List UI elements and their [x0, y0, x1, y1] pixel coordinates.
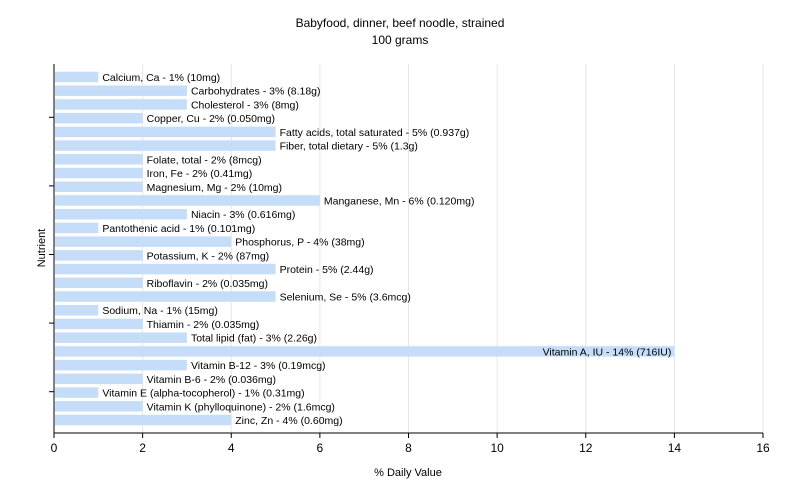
- x-tick-label: 4: [228, 441, 235, 455]
- x-tick-label: 10: [490, 441, 504, 455]
- bar-data-label: Vitamin E (alpha-tocopherol) - 1% (0.31m…: [102, 388, 304, 400]
- bar: [55, 85, 187, 96]
- x-tick-label: 6: [317, 441, 324, 455]
- chart-subtitle: 100 grams: [372, 33, 429, 47]
- x-tick-label: 2: [139, 441, 146, 455]
- x-tick-label: 12: [579, 441, 593, 455]
- bar: [55, 263, 276, 275]
- bar: [55, 140, 276, 151]
- bar: [55, 71, 99, 83]
- x-tick-label: 14: [668, 441, 682, 455]
- bar: [55, 250, 143, 261]
- bar-data-label: Vitamin B-6 - 2% (0.036mg): [147, 374, 276, 386]
- bar-data-label: Zinc, Zn - 4% (0.60mg): [235, 415, 342, 427]
- bar-data-label: Fatty acids, total saturated - 5% (0.937…: [280, 127, 470, 139]
- bar-data-label: Phosphorus, P - 4% (38mg): [235, 237, 364, 249]
- bar: [55, 181, 143, 193]
- bar-labels-group: Calcium, Ca - 1% (10mg) Carbohydrates - 3…: [102, 72, 671, 427]
- axes-group: 0 2 4 6 8 10 12 14 16: [49, 64, 770, 455]
- bar: [55, 112, 143, 124]
- bar: [55, 387, 99, 398]
- bar: [55, 195, 320, 206]
- bar-data-label: Total lipid (fat) - 3% (2.26g): [191, 333, 317, 345]
- bar: [55, 304, 99, 316]
- chart-title: Babyfood, dinner, beef noodle, strained: [296, 16, 505, 30]
- bar-data-label: Potassium, K - 2% (87mg): [147, 250, 270, 262]
- bar: [55, 167, 143, 179]
- x-tick-label: 16: [756, 441, 770, 455]
- bar: [55, 291, 276, 302]
- bar-data-label: Cholesterol - 3% (8mg): [191, 99, 299, 111]
- bar-data-label: Folate, total - 2% (8mcg): [147, 154, 262, 166]
- bar: [55, 99, 187, 110]
- bar-data-label: Iron, Fe - 2% (0.41mg): [147, 168, 253, 180]
- bar-data-label: Selenium, Se - 5% (3.6mcg): [280, 292, 411, 304]
- x-axis-title: % Daily Value: [374, 467, 442, 479]
- bars-group: [55, 71, 675, 426]
- bar: [55, 277, 143, 289]
- x-tick-label: 0: [51, 441, 58, 455]
- bar-data-label: Sodium, Na - 1% (15mg): [102, 305, 218, 317]
- bar-data-label: Thiamin - 2% (0.035mg): [147, 319, 260, 331]
- bar-data-label: Manganese, Mn - 6% (0.120mg): [324, 195, 475, 207]
- bar-data-label: Vitamin K (phylloquinone) - 2% (1.6mcg): [147, 401, 335, 413]
- bar-data-label: Calcium, Ca - 1% (10mg): [102, 72, 220, 84]
- bar: [55, 318, 143, 330]
- y-axis-title: Nutrient: [36, 229, 48, 268]
- bar: [55, 126, 276, 138]
- bar: [55, 236, 232, 247]
- bar: [55, 222, 99, 234]
- bar-data-label: Carbohydrates - 3% (8.18g): [191, 86, 321, 98]
- bar-data-label: Copper, Cu - 2% (0.050mg): [147, 113, 275, 125]
- bar-data-label: Pantothenic acid - 1% (0.101mg): [102, 223, 255, 235]
- bar-data-label: Magnesium, Mg - 2% (10mg): [147, 182, 282, 194]
- bar-data-label: Fiber, total dietary - 5% (1.3g): [280, 141, 418, 153]
- bar: [55, 414, 232, 426]
- bar-data-label: Niacin - 3% (0.616mg): [191, 209, 295, 221]
- bar: [55, 359, 187, 371]
- bar-data-label: Riboflavin - 2% (0.035mg): [147, 278, 268, 290]
- bar: [55, 332, 187, 343]
- bar-data-label: Vitamin A, IU - 14% (716IU): [543, 346, 672, 358]
- bar-data-label: Protein - 5% (2.44g): [280, 264, 374, 276]
- x-tick-label: 8: [405, 441, 412, 455]
- bar: [55, 373, 143, 385]
- bar: [55, 401, 143, 412]
- bar: [55, 346, 675, 357]
- grid-lines: [142, 64, 764, 433]
- bar: [55, 154, 143, 165]
- bar-data-label: Vitamin B-12 - 3% (0.19mcg): [191, 360, 326, 372]
- bar: [55, 208, 187, 220]
